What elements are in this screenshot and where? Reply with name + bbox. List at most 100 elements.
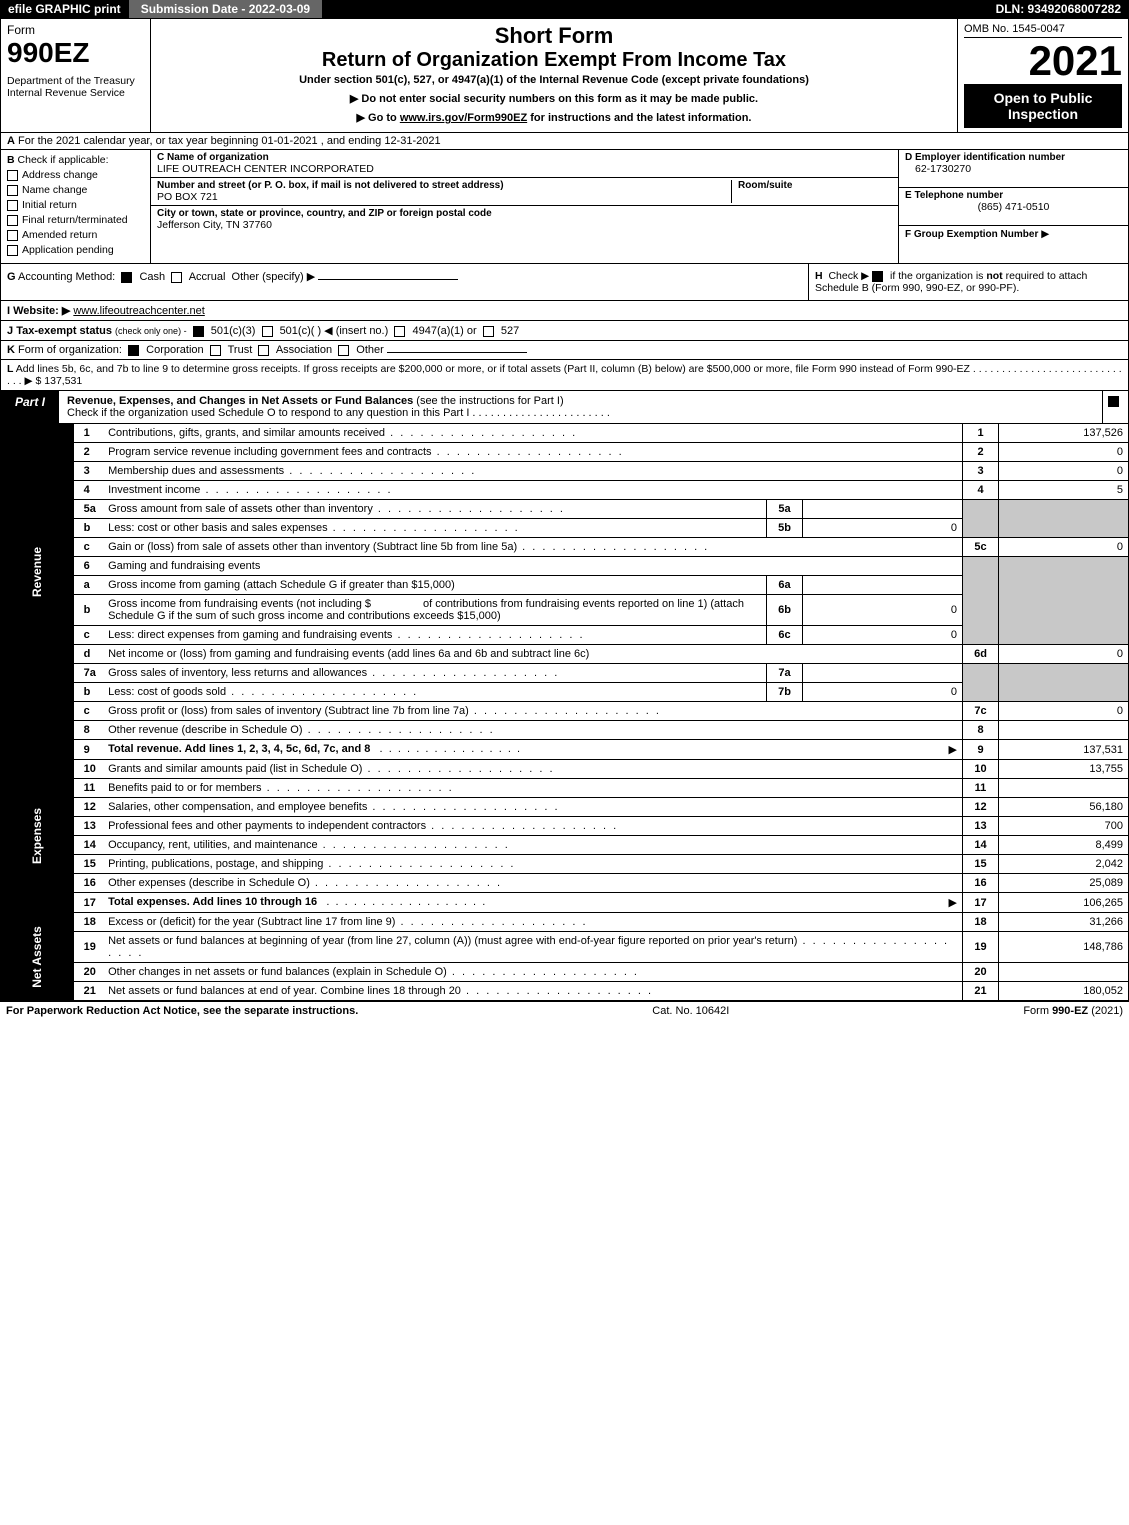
b-letter: B (7, 154, 15, 166)
section-k: K Form of organization: Corporation Trus… (0, 341, 1129, 360)
header-right: OMB No. 1545-0047 2021 Open to Public In… (958, 19, 1128, 132)
checkbox-4947-icon[interactable] (394, 326, 405, 337)
col-c: C Name of organization LIFE OUTREACH CEN… (151, 150, 898, 263)
checkbox-icon[interactable] (7, 215, 18, 226)
part1-title: Revenue, Expenses, and Changes in Net As… (59, 391, 1102, 423)
checkbox-501c3-icon[interactable] (193, 326, 204, 337)
col-def: D Employer identification number 62-1730… (898, 150, 1128, 263)
k-trust: Trust (228, 344, 253, 356)
line-7c: c Gross profit or (loss) from sales of i… (1, 702, 1129, 721)
j-sub: (check only one) - (115, 326, 187, 336)
checkbox-corp-icon[interactable] (128, 345, 139, 356)
org-street: PO BOX 721 (157, 191, 727, 203)
c-city-label: City or town, state or province, country… (157, 208, 892, 219)
part1-title-bold: Revenue, Expenses, and Changes in Net As… (67, 395, 413, 407)
j-opt1: 501(c)(3) (211, 325, 256, 337)
j-letter: J (7, 325, 13, 337)
website-link[interactable]: www.lifeoutreachcenter.net (73, 305, 204, 317)
section-g: G Accounting Method: Cash Accrual Other … (1, 264, 808, 300)
note2-post: for instructions and the latest informat… (527, 112, 751, 124)
line-5c: c Gain or (loss) from sale of assets oth… (1, 538, 1129, 557)
ein-value: 62-1730270 (905, 163, 1122, 175)
h-letter: H (815, 270, 823, 282)
row-a-text: For the 2021 calendar year, or tax year … (18, 135, 441, 147)
dept-label: Department of the Treasury Internal Reve… (7, 75, 144, 99)
c-room-label: Room/suite (738, 180, 892, 191)
g-label: Accounting Method: (18, 271, 115, 283)
footer-right: Form 990-EZ (2021) (1023, 1005, 1123, 1017)
checkbox-cash-icon[interactable] (121, 272, 132, 283)
line-5b: b Less: cost or other basis and sales ex… (1, 519, 1129, 538)
c-street-row: Number and street (or P. O. box, if mail… (151, 178, 898, 206)
line-19: 19 Net assets or fund balances at beginn… (1, 932, 1129, 963)
f-arrow: ▶ (1041, 228, 1049, 240)
checkbox-part1-icon[interactable] (1108, 396, 1119, 407)
checkbox-icon[interactable] (7, 170, 18, 181)
g-cash: Cash (139, 271, 165, 283)
line-8: 8 Other revenue (describe in Schedule O)… (1, 721, 1129, 740)
checkbox-icon[interactable] (7, 200, 18, 211)
opt-final-return[interactable]: Final return/terminated (7, 214, 144, 226)
opt-amended-return[interactable]: Amended return (7, 229, 144, 241)
checkbox-h-icon[interactable] (872, 271, 883, 282)
line-7b: b Less: cost of goods sold 7b 0 (1, 683, 1129, 702)
opt-address-change[interactable]: Address change (7, 169, 144, 181)
line-21: 21 Net assets or fund balances at end of… (1, 982, 1129, 1001)
line-6d: d Net income or (loss) from gaming and f… (1, 645, 1129, 664)
c-street-label: Number and street (or P. O. box, if mail… (157, 180, 727, 191)
sidebar-expenses: Expenses (1, 760, 74, 913)
form-subtitle: Under section 501(c), 527, or 4947(a)(1)… (159, 74, 949, 86)
j-opt2: 501(c)( ) ◀ (insert no.) (280, 325, 389, 337)
col-b: B Check if applicable: Address change Na… (1, 150, 151, 263)
short-form-title: Short Form (159, 23, 949, 49)
checkbox-icon[interactable] (7, 185, 18, 196)
open-public-box: Open to Public Inspection (964, 84, 1122, 128)
l-amount: 137,531 (44, 375, 82, 387)
sidebar-netassets: Net Assets (1, 913, 74, 1001)
dln: DLN: 93492068007282 (988, 0, 1129, 18)
line-1: Revenue 1 Contributions, gifts, grants, … (1, 424, 1129, 443)
line-7a: 7a Gross sales of inventory, less return… (1, 664, 1129, 683)
part1-check (1102, 391, 1128, 423)
c-city-row: City or town, state or province, country… (151, 206, 898, 233)
checkbox-trust-icon[interactable] (210, 345, 221, 356)
opt-initial-return[interactable]: Initial return (7, 199, 144, 211)
checkbox-accrual-icon[interactable] (171, 272, 182, 283)
part1-header: Part I Revenue, Expenses, and Changes in… (0, 391, 1129, 424)
opt-name-change[interactable]: Name change (7, 184, 144, 196)
irs-link[interactable]: www.irs.gov/Form990EZ (400, 112, 527, 124)
checkbox-527-icon[interactable] (483, 326, 494, 337)
sidebar-revenue-cont (1, 721, 74, 760)
checkbox-icon[interactable] (7, 245, 18, 256)
i-label: Website: ▶ (13, 305, 70, 317)
checkbox-other-icon[interactable] (338, 345, 349, 356)
top-bar: efile GRAPHIC print Submission Date - 20… (0, 0, 1129, 18)
line-17: 17 Total expenses. Add lines 10 through … (1, 893, 1129, 913)
section-bcdef: B Check if applicable: Address change Na… (0, 150, 1129, 264)
phone-value: (865) 471-0510 (905, 201, 1122, 213)
g-other-field[interactable] (318, 279, 458, 280)
line-6: 6 Gaming and fundraising events (1, 557, 1129, 576)
note2-pre: ▶ Go to (357, 112, 400, 124)
e-label: E Telephone number (905, 190, 1122, 201)
line-3: 3 Membership dues and assessments 3 0 (1, 462, 1129, 481)
c-name-label: C Name of organization (157, 152, 892, 163)
form-note-2: ▶ Go to www.irs.gov/Form990EZ for instru… (159, 111, 949, 124)
section-d: D Employer identification number 62-1730… (899, 150, 1128, 188)
page-footer: For Paperwork Reduction Act Notice, see … (0, 1001, 1129, 1020)
submission-date: Submission Date - 2022-03-09 (129, 0, 322, 18)
f-label: F Group Exemption Number (905, 229, 1038, 240)
line-13: 13 Professional fees and other payments … (1, 817, 1129, 836)
line-16: 16 Other expenses (describe in Schedule … (1, 874, 1129, 893)
checkbox-501c-icon[interactable] (262, 326, 273, 337)
k-other-field[interactable] (387, 352, 527, 353)
checkbox-icon[interactable] (7, 230, 18, 241)
section-e: E Telephone number (865) 471-0510 (899, 188, 1128, 226)
checkbox-assoc-icon[interactable] (258, 345, 269, 356)
opt-application-pending[interactable]: Application pending (7, 244, 144, 256)
d-label: D Employer identification number (905, 152, 1122, 163)
line-1-desc: Contributions, gifts, grants, and simila… (103, 424, 962, 443)
form-header: Form 990EZ Department of the Treasury In… (0, 18, 1129, 133)
section-j: J Tax-exempt status (check only one) - 5… (0, 321, 1129, 341)
k-label: Form of organization: (18, 344, 122, 356)
